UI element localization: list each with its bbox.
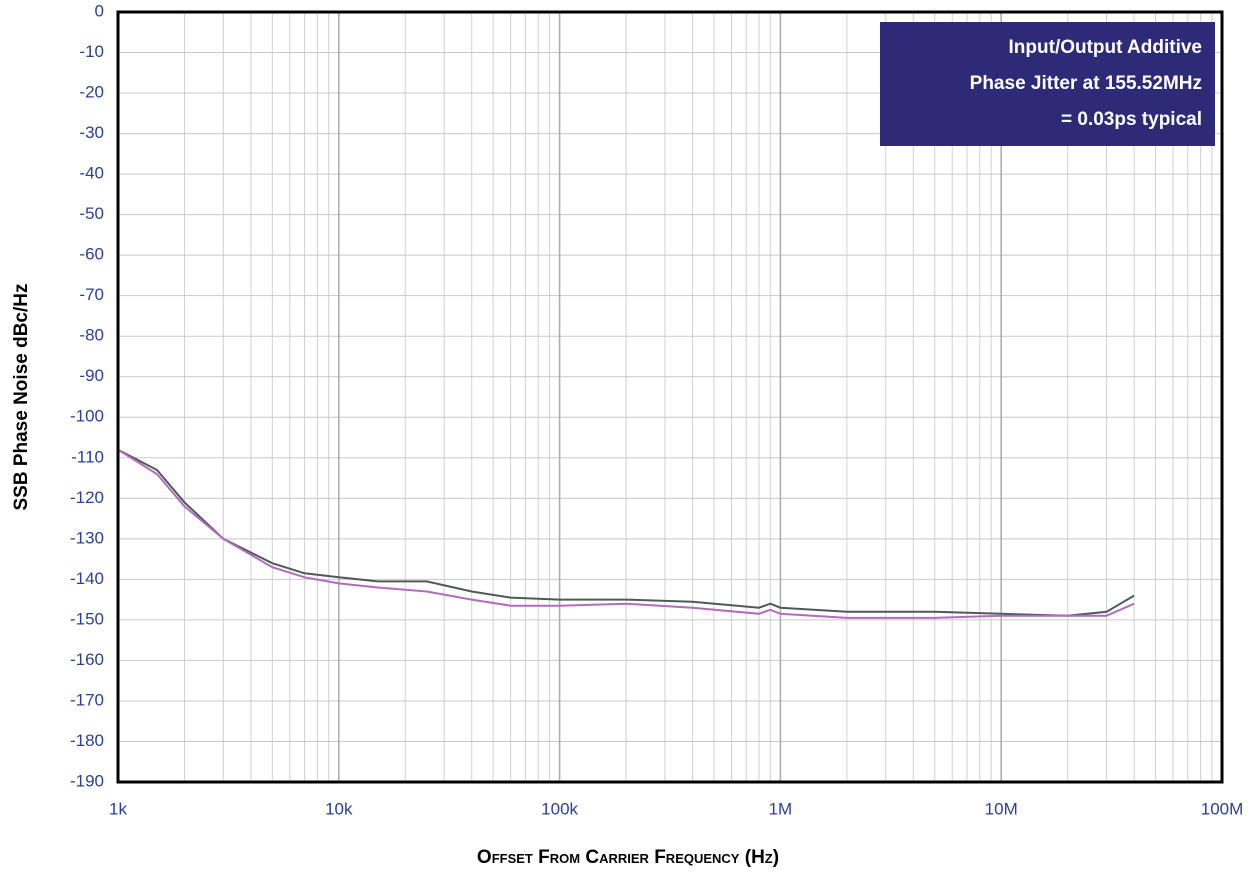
x-tick-label: 100M [1201, 799, 1244, 818]
annotation-box [880, 22, 1215, 146]
y-tick-label: -150 [70, 609, 104, 628]
y-tick-label: -10 [79, 42, 104, 61]
x-axis-label: Offset From Carrier Frequency (Hz) [477, 847, 779, 868]
y-tick-label: -110 [71, 447, 104, 466]
series-line [117, 448, 1135, 617]
series-line [117, 448, 1135, 619]
plot: 0 -10 -20 -30 -40 -50 -60 -70 -80 -90 -100 -110 -120… [70, 1, 1243, 818]
y-tick-label: -40 [79, 164, 104, 183]
y-tick-label: -20 [79, 83, 104, 102]
y-tick-label: -190 [70, 771, 104, 790]
y-tick-label: -30 [79, 123, 104, 142]
plot-frame [116, 10, 1224, 784]
y-tick-label: -100 [70, 407, 104, 426]
x-tick-label: 10k [325, 799, 353, 818]
x-tick-label: 1k [109, 799, 127, 818]
y-tick-label: -130 [70, 528, 104, 547]
annotation: Phase Jitter at 155.52MHz [970, 73, 1202, 94]
y-tick-label: -120 [70, 488, 104, 507]
y-tick-label: -70 [79, 285, 104, 304]
y-tick-label: -180 [70, 731, 104, 750]
x-tick-label: 10M [985, 799, 1018, 818]
y-tick-label: -140 [70, 569, 104, 588]
y-tick-label: -170 [70, 690, 104, 709]
y-tick-label: 0 [95, 1, 104, 20]
y-axis-label: SSB Phase Noise dBc/Hz [11, 283, 32, 510]
y-tick-label: -60 [79, 245, 104, 264]
y-tick-label: -90 [79, 366, 104, 385]
y-tick-label: -160 [70, 650, 104, 669]
annotation: = 0.03ps typical [1061, 109, 1202, 130]
annotation: Input/Output Additive [1009, 37, 1202, 58]
y-tick-label: -80 [79, 326, 104, 345]
x-tick-label: 1M [769, 799, 793, 818]
x-tick-label: 100k [541, 799, 578, 818]
y-tick-label: -50 [79, 204, 104, 223]
